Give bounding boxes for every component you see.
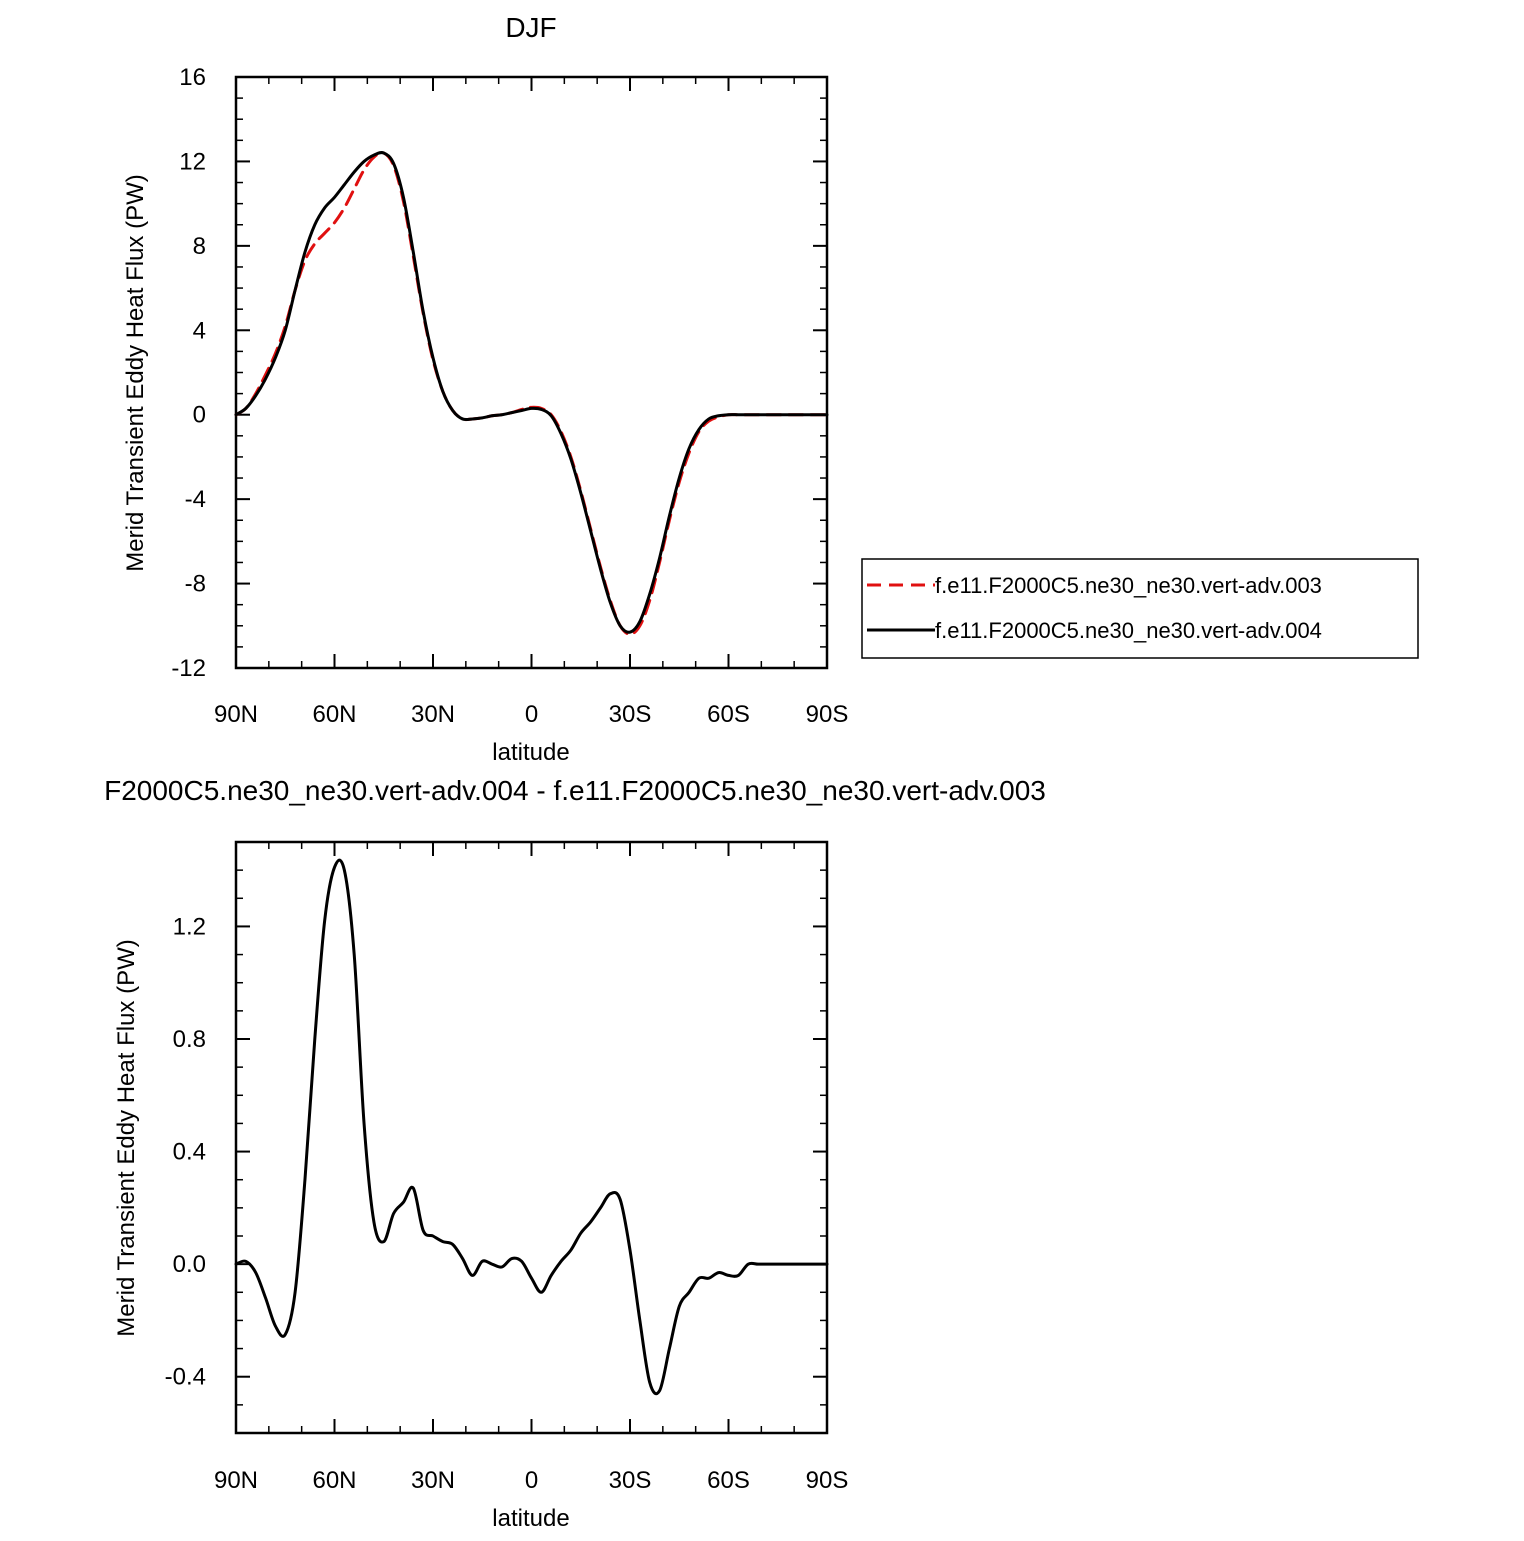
x-tick-label: 30N [411,701,455,728]
y-tick-label: 16 [179,64,206,91]
panel-2-y-axis-label: Merid Transient Eddy Heat Flux (PW) [113,939,140,1336]
x-tick-label: 60N [312,701,356,728]
panel-1-y-tick-labels: -12 -8 -4 0 4 8 12 16 [171,64,206,682]
y-tick-label: -12 [171,655,206,682]
x-tick-label: 60S [707,1467,750,1494]
legend-box [861,558,1419,659]
x-tick-label: 90N [214,1467,258,1494]
panel-1-frame [234,75,829,670]
panel-1-title: DJF [505,12,556,43]
panel-1-x-tick-labels: 90N 60N 30N 0 30S 60S 90S [214,701,848,728]
panel-2-y-tick-labels: -0.4 0.0 0.4 0.8 1.2 [165,913,206,1390]
series-line-1-2 [234,151,829,634]
y-tick-label: 1.2 [173,913,206,940]
y-tick-label: -4 [185,486,206,513]
x-tick-label: 60S [707,701,750,728]
y-tick-label: 8 [193,233,206,260]
x-tick-label: 0 [525,1467,538,1494]
y-tick-label: 12 [179,148,206,175]
panel-1-ticks [235,76,828,669]
x-tick-label: 30N [411,1467,455,1494]
panel-2-series [234,858,829,1396]
legend-entry-003: f.e11.F2000C5.ne30_ne30.vert-adv.003 [935,573,1322,598]
panel-djf: DJF 90N 60N 30N 0 30S 60S 90S -12 -8 -4 0 4 8 12 16 l… [122,12,1419,766]
series-line-1-1 [234,151,829,636]
panel-2-ticks [235,841,828,1433]
x-tick-label: 90S [806,1467,849,1494]
legend: f.e11.F2000C5.ne30_ne30.vert-adv.003 f.e… [861,558,1419,659]
series-line-2-1 [234,858,829,1396]
panel-2-title: F2000C5.ne30_ne30.vert-adv.004 - f.e11.F… [104,775,1046,806]
panel-1-series [234,151,829,636]
x-tick-label: 30S [609,701,652,728]
y-tick-label: 0.0 [173,1251,206,1278]
y-tick-label: 0 [193,402,206,429]
panel-2-x-axis-label: latitude [492,1505,569,1532]
y-tick-label: -0.4 [165,1364,206,1391]
x-tick-label: 60N [312,1467,356,1494]
panel-1-x-axis-label: latitude [492,739,569,766]
panel-1-y-axis-label: Merid Transient Eddy Heat Flux (PW) [122,174,149,571]
legend-entry-004: f.e11.F2000C5.ne30_ne30.vert-adv.004 [935,618,1322,643]
y-tick-label: -8 [185,571,206,598]
panel-2-x-tick-labels: 90N 60N 30N 0 30S 60S 90S [214,1467,848,1494]
x-tick-label: 90N [214,701,258,728]
x-tick-label: 90S [806,701,849,728]
y-tick-label: 0.8 [173,1026,206,1053]
y-tick-label: 4 [193,317,206,344]
x-tick-label: 30S [609,1467,652,1494]
panel-difference: F2000C5.ne30_ne30.vert-adv.004 - f.e11.F… [104,775,1046,1532]
y-tick-label: 0.4 [173,1139,206,1166]
x-tick-label: 0 [525,701,538,728]
